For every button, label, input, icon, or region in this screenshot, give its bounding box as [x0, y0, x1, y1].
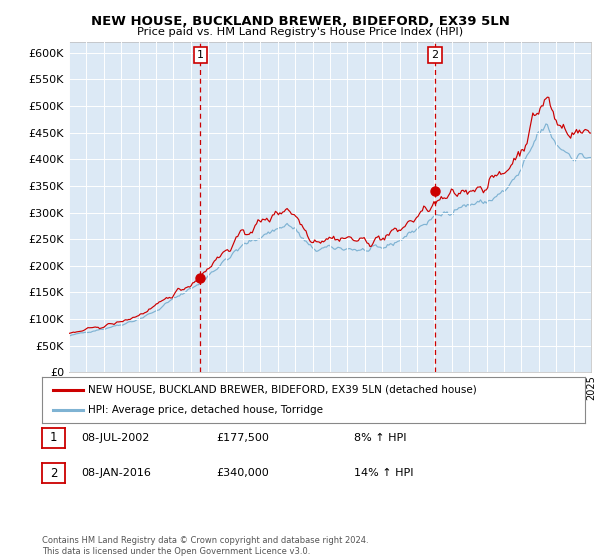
Text: 14% ↑ HPI: 14% ↑ HPI — [354, 468, 413, 478]
Text: Price paid vs. HM Land Registry's House Price Index (HPI): Price paid vs. HM Land Registry's House … — [137, 27, 463, 37]
Text: 1: 1 — [50, 431, 57, 445]
Text: Contains HM Land Registry data © Crown copyright and database right 2024.
This d: Contains HM Land Registry data © Crown c… — [42, 536, 368, 556]
Text: 08-JUL-2002: 08-JUL-2002 — [81, 433, 149, 443]
Text: £340,000: £340,000 — [216, 468, 269, 478]
Text: 8% ↑ HPI: 8% ↑ HPI — [354, 433, 407, 443]
Text: NEW HOUSE, BUCKLAND BREWER, BIDEFORD, EX39 5LN (detached house): NEW HOUSE, BUCKLAND BREWER, BIDEFORD, EX… — [88, 385, 477, 395]
Text: 2: 2 — [431, 50, 439, 60]
Text: 2: 2 — [50, 466, 57, 480]
Text: 08-JAN-2016: 08-JAN-2016 — [81, 468, 151, 478]
Text: NEW HOUSE, BUCKLAND BREWER, BIDEFORD, EX39 5LN: NEW HOUSE, BUCKLAND BREWER, BIDEFORD, EX… — [91, 15, 509, 27]
Text: 1: 1 — [197, 50, 203, 60]
Text: £177,500: £177,500 — [216, 433, 269, 443]
Text: HPI: Average price, detached house, Torridge: HPI: Average price, detached house, Torr… — [88, 405, 323, 415]
